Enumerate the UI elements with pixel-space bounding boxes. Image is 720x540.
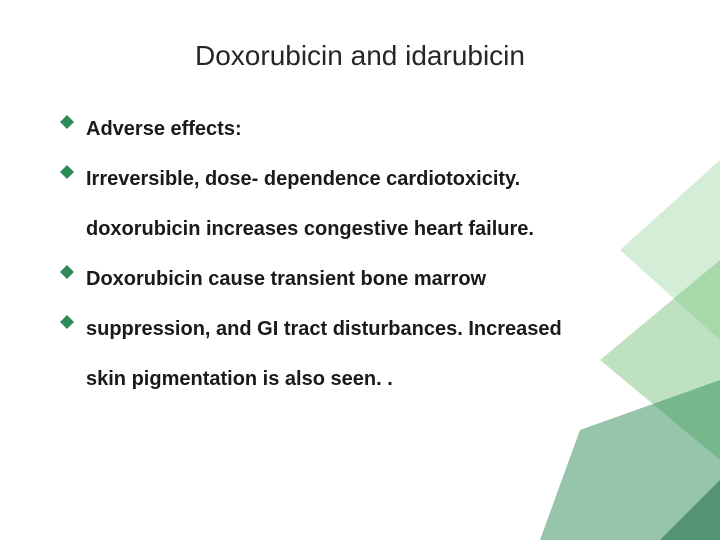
slide-content: Adverse effects: Irreversible, dose- dep… xyxy=(60,110,660,410)
bullet-icon xyxy=(60,165,74,179)
bullet-item: Adverse effects: xyxy=(60,110,660,148)
bullet-item: suppression, and GI tract disturbances. … xyxy=(60,310,660,348)
bullet-item: Irreversible, dose- dependence cardiotox… xyxy=(60,160,660,198)
bullet-icon xyxy=(60,115,74,129)
bullet-item: Doxorubicin cause transient bone marrow xyxy=(60,260,660,298)
bullet-icon xyxy=(60,265,74,279)
bullet-continuation: doxorubicin increases congestive heart f… xyxy=(86,210,660,248)
bullet-icon xyxy=(60,315,74,329)
bullet-text: suppression, and GI tract disturbances. … xyxy=(86,310,660,348)
slide-title: Doxorubicin and idarubicin xyxy=(0,40,720,72)
slide: Doxorubicin and idarubicin Adverse effec… xyxy=(0,0,720,540)
bullet-text: Doxorubicin cause transient bone marrow xyxy=(86,260,660,298)
bullet-text: Adverse effects: xyxy=(86,110,660,148)
bullet-text: Irreversible, dose- dependence cardiotox… xyxy=(86,160,660,198)
bullet-continuation: skin pigmentation is also seen. . xyxy=(86,360,660,398)
